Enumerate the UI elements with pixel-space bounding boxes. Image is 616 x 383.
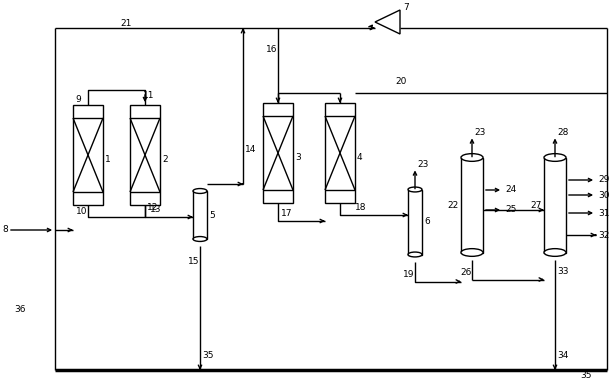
- Text: 34: 34: [557, 350, 569, 360]
- Bar: [325, 103, 355, 203]
- Text: 2: 2: [162, 155, 168, 165]
- Bar: [73, 105, 103, 205]
- Text: 30: 30: [598, 190, 609, 200]
- Text: 10: 10: [76, 206, 87, 216]
- Ellipse shape: [408, 252, 422, 257]
- Text: 9: 9: [75, 95, 81, 105]
- Text: 3: 3: [295, 154, 301, 162]
- Text: 32: 32: [598, 231, 609, 239]
- Polygon shape: [375, 10, 400, 34]
- Bar: [263, 103, 293, 203]
- Text: 7: 7: [403, 3, 409, 13]
- Text: 18: 18: [355, 203, 367, 213]
- Text: 1: 1: [105, 155, 111, 165]
- Text: 19: 19: [403, 270, 415, 279]
- Text: 24: 24: [505, 185, 516, 195]
- Text: 15: 15: [188, 257, 200, 265]
- Text: 22: 22: [447, 200, 458, 210]
- Text: 16: 16: [266, 46, 277, 54]
- Text: 8: 8: [2, 226, 8, 234]
- Text: 17: 17: [281, 210, 293, 218]
- Bar: [130, 105, 160, 205]
- Text: 23: 23: [474, 128, 485, 137]
- Bar: [193, 191, 207, 239]
- Text: 35: 35: [580, 372, 591, 380]
- Text: 11: 11: [143, 90, 155, 100]
- Bar: [544, 157, 566, 252]
- Text: 5: 5: [209, 211, 215, 219]
- Text: 12: 12: [147, 203, 158, 213]
- Text: 36: 36: [14, 306, 25, 314]
- Text: 20: 20: [395, 77, 407, 85]
- Bar: [408, 190, 422, 254]
- Ellipse shape: [461, 249, 483, 256]
- Text: 28: 28: [557, 128, 569, 137]
- Text: 14: 14: [245, 146, 256, 154]
- Ellipse shape: [544, 154, 566, 161]
- Ellipse shape: [544, 249, 566, 256]
- Text: 23: 23: [417, 160, 428, 169]
- Bar: [461, 157, 483, 252]
- Text: 13: 13: [150, 206, 161, 214]
- Text: 29: 29: [598, 175, 609, 185]
- Text: 31: 31: [598, 208, 609, 218]
- Text: 27: 27: [530, 200, 541, 210]
- Text: 25: 25: [505, 206, 516, 214]
- Text: 26: 26: [460, 268, 471, 277]
- Ellipse shape: [193, 188, 207, 193]
- Ellipse shape: [193, 237, 207, 241]
- Ellipse shape: [461, 154, 483, 161]
- Text: 35: 35: [202, 350, 214, 360]
- Text: 4: 4: [357, 154, 363, 162]
- Text: 21: 21: [120, 18, 131, 28]
- Text: 6: 6: [424, 218, 430, 226]
- Ellipse shape: [408, 187, 422, 192]
- Text: 33: 33: [557, 267, 569, 276]
